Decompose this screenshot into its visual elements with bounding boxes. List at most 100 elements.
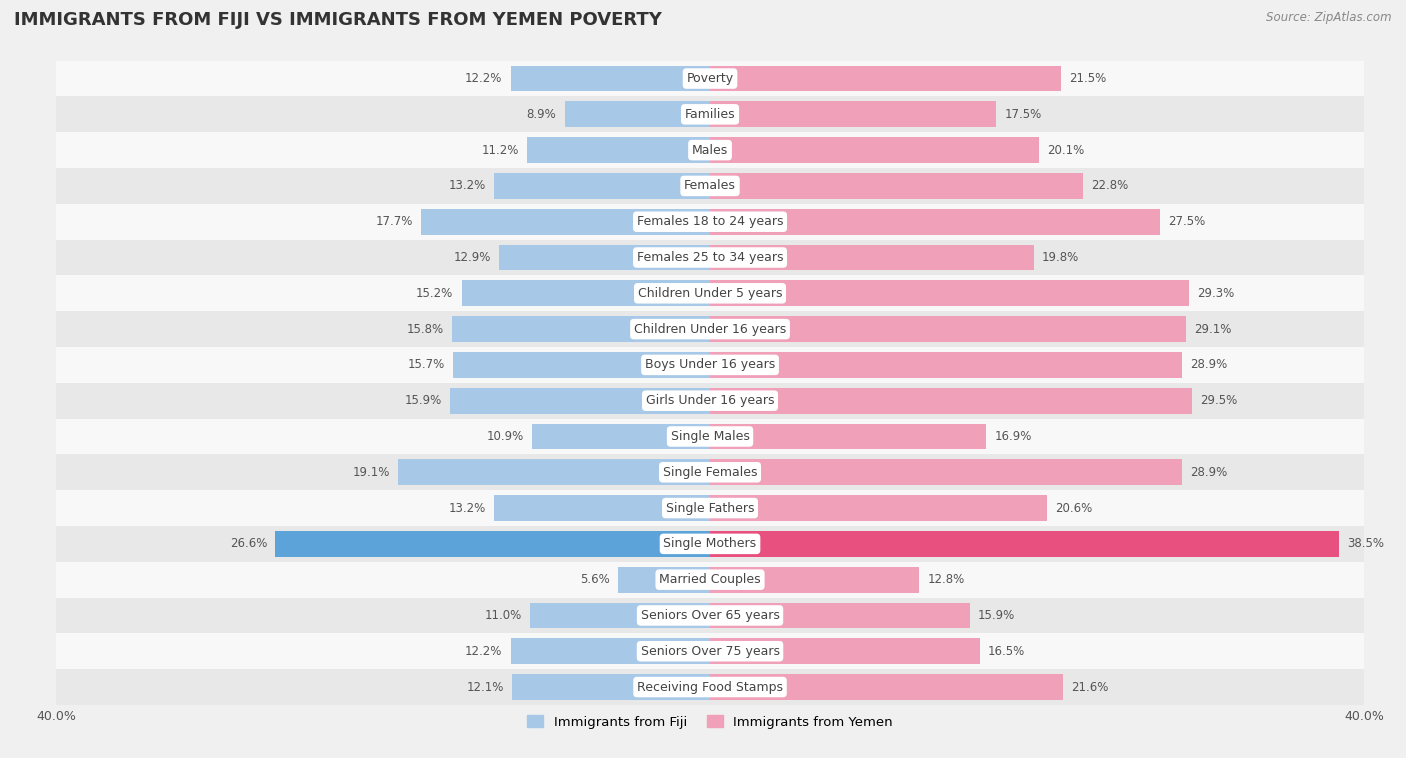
Text: Receiving Food Stamps: Receiving Food Stamps <box>637 681 783 694</box>
Text: 15.2%: 15.2% <box>416 287 453 300</box>
Text: Children Under 5 years: Children Under 5 years <box>638 287 782 300</box>
Text: 20.6%: 20.6% <box>1054 502 1092 515</box>
Text: Males: Males <box>692 143 728 157</box>
Bar <box>398 459 710 485</box>
Text: Children Under 16 years: Children Under 16 years <box>634 323 786 336</box>
Text: 21.5%: 21.5% <box>1070 72 1107 85</box>
Bar <box>510 66 710 92</box>
Text: Single Mothers: Single Mothers <box>664 537 756 550</box>
Bar <box>56 347 1364 383</box>
Text: 5.6%: 5.6% <box>581 573 610 586</box>
Bar <box>527 137 710 163</box>
Text: 19.8%: 19.8% <box>1042 251 1078 264</box>
Text: Girls Under 16 years: Girls Under 16 years <box>645 394 775 407</box>
Bar <box>56 204 1364 240</box>
Bar <box>530 603 710 628</box>
Bar <box>710 567 920 593</box>
Text: Married Couples: Married Couples <box>659 573 761 586</box>
Text: 13.2%: 13.2% <box>449 180 486 193</box>
Text: 15.8%: 15.8% <box>406 323 444 336</box>
Bar <box>710 603 970 628</box>
Bar <box>56 240 1364 275</box>
Bar <box>565 102 710 127</box>
Text: IMMIGRANTS FROM FIJI VS IMMIGRANTS FROM YEMEN POVERTY: IMMIGRANTS FROM FIJI VS IMMIGRANTS FROM … <box>14 11 662 30</box>
Bar <box>710 173 1083 199</box>
Bar <box>56 454 1364 490</box>
Bar <box>710 316 1185 342</box>
Text: Females 25 to 34 years: Females 25 to 34 years <box>637 251 783 264</box>
Bar <box>56 61 1364 96</box>
Text: 13.2%: 13.2% <box>449 502 486 515</box>
Bar <box>56 132 1364 168</box>
Text: 28.9%: 28.9% <box>1191 465 1227 479</box>
Text: 17.5%: 17.5% <box>1004 108 1042 121</box>
Bar <box>710 66 1062 92</box>
Bar <box>56 562 1364 597</box>
Text: 10.9%: 10.9% <box>486 430 523 443</box>
Text: 15.9%: 15.9% <box>405 394 441 407</box>
Text: 16.9%: 16.9% <box>994 430 1032 443</box>
Bar <box>461 280 710 306</box>
Bar <box>495 495 710 521</box>
Text: 21.6%: 21.6% <box>1071 681 1108 694</box>
Bar <box>56 96 1364 132</box>
Text: Females: Females <box>685 180 735 193</box>
Text: 8.9%: 8.9% <box>527 108 557 121</box>
Bar <box>531 424 710 449</box>
Text: 15.9%: 15.9% <box>979 609 1015 622</box>
Bar <box>710 352 1182 377</box>
Bar <box>56 634 1364 669</box>
Bar <box>420 208 710 235</box>
Bar <box>56 275 1364 312</box>
Text: Seniors Over 65 years: Seniors Over 65 years <box>641 609 779 622</box>
Bar <box>710 638 980 664</box>
Text: Seniors Over 75 years: Seniors Over 75 years <box>641 645 779 658</box>
Text: 29.5%: 29.5% <box>1201 394 1237 407</box>
Bar <box>710 459 1182 485</box>
Bar <box>495 173 710 199</box>
Legend: Immigrants from Fiji, Immigrants from Yemen: Immigrants from Fiji, Immigrants from Ye… <box>522 709 898 734</box>
Text: 11.2%: 11.2% <box>481 143 519 157</box>
Bar <box>710 245 1033 271</box>
Bar <box>56 669 1364 705</box>
Text: 12.8%: 12.8% <box>928 573 965 586</box>
Text: 27.5%: 27.5% <box>1167 215 1205 228</box>
Bar <box>710 388 1192 414</box>
Text: Single Males: Single Males <box>671 430 749 443</box>
Text: Females 18 to 24 years: Females 18 to 24 years <box>637 215 783 228</box>
Bar <box>56 490 1364 526</box>
Bar <box>710 208 1160 235</box>
Bar <box>710 531 1340 556</box>
Text: Poverty: Poverty <box>686 72 734 85</box>
Bar <box>710 280 1189 306</box>
Bar <box>56 418 1364 454</box>
Bar <box>510 638 710 664</box>
Text: 19.1%: 19.1% <box>353 465 389 479</box>
Bar <box>710 424 986 449</box>
Bar <box>710 495 1046 521</box>
Text: 16.5%: 16.5% <box>988 645 1025 658</box>
Bar <box>56 383 1364 418</box>
Text: Boys Under 16 years: Boys Under 16 years <box>645 359 775 371</box>
Bar <box>710 102 995 127</box>
Text: Families: Families <box>685 108 735 121</box>
Bar <box>450 388 710 414</box>
Text: 38.5%: 38.5% <box>1347 537 1385 550</box>
Text: 28.9%: 28.9% <box>1191 359 1227 371</box>
Bar <box>499 245 710 271</box>
Text: 12.1%: 12.1% <box>467 681 505 694</box>
Bar <box>619 567 710 593</box>
Text: 26.6%: 26.6% <box>229 537 267 550</box>
Text: 11.0%: 11.0% <box>485 609 522 622</box>
Text: Single Females: Single Females <box>662 465 758 479</box>
Bar <box>453 352 710 377</box>
Text: 15.7%: 15.7% <box>408 359 446 371</box>
Text: 12.2%: 12.2% <box>465 645 502 658</box>
Bar <box>710 674 1063 700</box>
Text: Source: ZipAtlas.com: Source: ZipAtlas.com <box>1267 11 1392 24</box>
Text: 20.1%: 20.1% <box>1046 143 1084 157</box>
Bar <box>276 531 710 556</box>
Bar <box>710 137 1039 163</box>
Text: 12.9%: 12.9% <box>454 251 491 264</box>
Bar <box>512 674 710 700</box>
